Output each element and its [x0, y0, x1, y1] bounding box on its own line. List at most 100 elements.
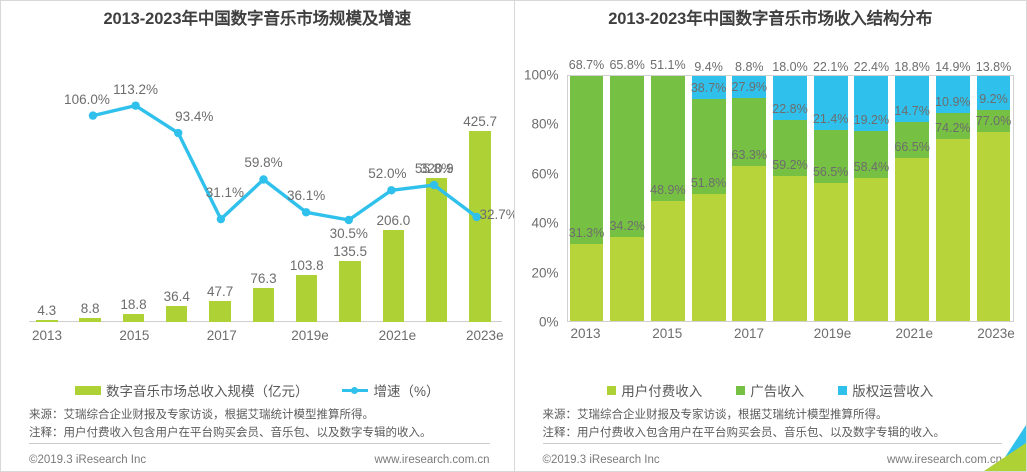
- segment-value-label: 9.4%: [694, 60, 723, 75]
- left-legend: 数字音乐市场总收入规模（亿元） 增速（%）: [1, 379, 514, 401]
- segment-ad: [650, 76, 685, 202]
- left-copyright: ©2019.3 iResearch Inc: [29, 454, 147, 466]
- legend-label-ad-revenue: 广告收入: [750, 384, 805, 399]
- right-legend: 用户付费收入 广告收入 版权运营收入: [515, 379, 1027, 401]
- x-axis-tick: .: [248, 328, 284, 343]
- segment-value-label: 13.8%: [975, 60, 1012, 74]
- y-axis-tick: 80%: [531, 116, 559, 132]
- segment-copyright: [773, 76, 807, 121]
- x-axis-tick: .: [160, 328, 196, 343]
- x-axis-tick: .: [691, 326, 725, 346]
- right-plot-area: 0% 20% 40% 60% 80% 100% 31.3% 68.7% 34.2% 65.8% 4…: [515, 58, 1027, 346]
- x-axis-tick: .: [73, 328, 109, 343]
- segment-value-label: 9.2%: [979, 91, 1008, 106]
- legend-swatch-paid-icon: [607, 385, 617, 395]
- brand-corner-decoration: [970, 425, 1026, 471]
- stacked-bar-column: 66.5% 14.7% 18.8%: [894, 60, 930, 321]
- segment-copyright: [854, 76, 889, 131]
- market-size-bar: [296, 275, 318, 322]
- right-x-axis-labels: 2013.2015.2017.2019e.2021e.2023e: [567, 326, 1015, 346]
- x-axis-tick: .: [335, 328, 371, 343]
- segment-copyright: [976, 76, 1011, 110]
- market-size-bar: [36, 320, 58, 322]
- segment-value-label: 21.4%: [812, 112, 849, 127]
- legend-item-copyright-revenue[interactable]: 版权运营收入: [838, 380, 933, 400]
- segment-value-label: 51.8%: [690, 176, 727, 191]
- segment-copyright: [813, 76, 848, 131]
- segment-paid: [773, 175, 807, 321]
- left-website[interactable]: www.iresearch.com.cn: [374, 454, 490, 466]
- bar-column: 47.7: [202, 71, 238, 322]
- x-axis-tick: 2019e: [813, 326, 852, 341]
- legend-item-paid-revenue[interactable]: 用户付费收入: [607, 380, 702, 400]
- y-axis-tick: 0%: [538, 314, 559, 330]
- legend-label-market-size: 数字音乐市场总收入规模（亿元）: [105, 384, 309, 399]
- right-copyright: ©2019.3 iResearch Inc: [542, 454, 660, 466]
- right-source-note: 来源：艾瑞综合企业财报及专家访谈，根据艾瑞统计模型推算所得。: [542, 409, 888, 421]
- segment-ad: [854, 130, 889, 178]
- left-source-note: 来源：艾瑞综合企业财报及专家访谈，根据艾瑞统计模型推算所得。: [29, 409, 374, 421]
- x-axis-tick: 2019e: [291, 327, 329, 343]
- growth-value-label: 59.8%: [244, 155, 283, 171]
- right-footer-divider: [542, 443, 1002, 444]
- left-notes: 来源：艾瑞综合企业财报及专家访谈，根据艾瑞统计模型推算所得。 注释：用户付费收入…: [29, 407, 490, 443]
- segment-paid: [935, 139, 970, 321]
- right-stacked-bars: 31.3% 68.7% 34.2% 65.8% 48.9% 51.1% 51.8% 38.7%…: [566, 58, 1014, 322]
- growth-value-label: 113.2%: [113, 81, 158, 97]
- growth-value-label: 36.1%: [286, 188, 326, 204]
- segment-paid: [854, 177, 889, 321]
- legend-label-growth-rate: 增速（%）: [373, 384, 440, 399]
- segment-ad: [773, 120, 807, 176]
- segment-value-label: 10.9%: [935, 94, 971, 109]
- y-axis-tick: 60%: [531, 166, 559, 182]
- segment-value-label: 8.8%: [735, 60, 764, 74]
- left-plot-area: 4.3 8.8 18.8 36.4 47.7 76.3 103.8 135.5 206.0 320…: [1, 71, 518, 346]
- stacked-bar-column: 34.2% 65.8%: [609, 58, 645, 321]
- bar-column: 103.8: [289, 71, 325, 322]
- bar-column: 8.8: [72, 71, 108, 322]
- stacked-bar-column: 56.5% 21.4% 22.1%: [812, 60, 849, 321]
- right-notes: 来源：艾瑞综合企业财报及专家访谈，根据艾瑞统计模型推算所得。 注释：用户付费收入…: [543, 407, 1003, 443]
- legend-swatch-line-icon: [342, 386, 369, 395]
- x-axis-tick: 2015: [652, 326, 683, 341]
- segment-value-label: 68.7%: [568, 58, 605, 72]
- left-chart-panel: 2013-2023年中国数字音乐市场规模及增速 4.3 8.8 18.8 36.4 47…: [0, 0, 518, 472]
- segment-value-label: 14.9%: [935, 60, 971, 74]
- bar-value-label: 135.5: [333, 244, 367, 260]
- left-footer-divider: [29, 443, 490, 444]
- bar-column: 4.3: [29, 71, 65, 322]
- x-axis-tick: 2015: [119, 327, 150, 343]
- right-chart-panel: 2013-2023年中国数字音乐市场收入结构分布 0% 20% 40% 60% 80% 1…: [513, 0, 1027, 472]
- segment-copyright: [691, 76, 726, 100]
- legend-item-ad-revenue[interactable]: 广告收入: [736, 380, 804, 400]
- x-axis-tick: .: [609, 326, 643, 346]
- left-explanation-note: 注释：用户付费收入包含用户在平台购买会员、音乐包、以及数字专辑的收入。: [29, 426, 432, 439]
- growth-value-label: 32.7%: [479, 206, 518, 222]
- growth-value-label: 31.1%: [205, 185, 244, 201]
- y-axis-tick: 100%: [523, 67, 559, 83]
- right-website[interactable]: www.iresearch.com.cn: [886, 454, 1002, 466]
- segment-value-label: 59.2%: [772, 157, 808, 172]
- x-axis-tick: 2021e: [895, 326, 934, 341]
- segment-value-label: 63.3%: [731, 147, 768, 162]
- x-axis-tick: 2017: [734, 326, 765, 341]
- segment-value-label: 65.8%: [609, 58, 645, 72]
- bar-value-label: 8.8: [80, 301, 100, 317]
- segment-copyright: [935, 76, 970, 113]
- stacked-bar-column: 48.9% 51.1%: [650, 58, 686, 321]
- market-size-bar: [339, 261, 361, 322]
- stacked-bar-column: 58.4% 19.2% 22.4%: [854, 60, 889, 321]
- legend-item-growth-rate[interactable]: 增速（%）: [342, 380, 440, 400]
- segment-copyright: [732, 76, 767, 98]
- segment-ad: [732, 97, 767, 166]
- bar-value-label: 36.4: [163, 288, 190, 304]
- growth-value-label: 93.4%: [175, 109, 214, 125]
- segment-ad: [976, 109, 1011, 133]
- segment-value-label: 66.5%: [894, 140, 930, 155]
- bar-column: 18.8: [116, 71, 152, 322]
- left-chart-title: 2013-2023年中国数字音乐市场规模及增速: [103, 10, 412, 28]
- market-size-bar: [382, 229, 405, 322]
- legend-item-market-size[interactable]: 数字音乐市场总收入规模（亿元）: [74, 380, 309, 400]
- market-size-bar: [426, 178, 448, 322]
